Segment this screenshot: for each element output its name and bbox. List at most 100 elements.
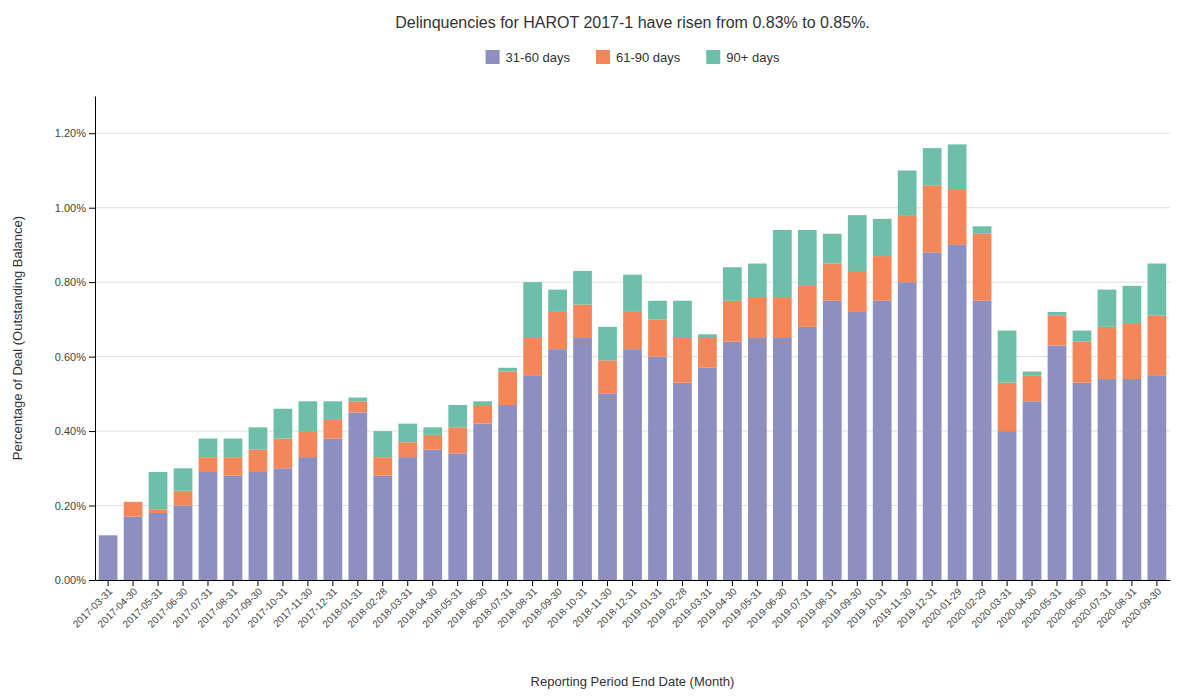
- bar: [1148, 264, 1167, 316]
- tick-mark: [1081, 580, 1082, 586]
- bar: [623, 349, 642, 580]
- tick: 0.60%: [55, 351, 95, 363]
- bar: [498, 368, 517, 372]
- bar: [124, 502, 143, 517]
- tick-mark: [1106, 580, 1107, 586]
- bar: [973, 234, 992, 301]
- bar: [998, 383, 1017, 431]
- bar: [773, 297, 792, 338]
- bar: [823, 234, 842, 264]
- bar: [1148, 316, 1167, 376]
- bar: [848, 312, 867, 580]
- bar: [548, 312, 567, 349]
- title: Delinquencies for HAROT 2017-1 have rise…: [395, 14, 870, 31]
- bar: [523, 338, 542, 375]
- bar: [498, 405, 517, 580]
- bar: [1048, 345, 1067, 580]
- legend-swatch: [596, 50, 610, 64]
- tick-mark: [907, 580, 908, 586]
- tick: 2020-09-30: [1119, 580, 1163, 630]
- tick-mark: [133, 580, 134, 586]
- bar: [648, 319, 667, 356]
- legend-swatch: [486, 50, 500, 64]
- tick-mark: [183, 580, 184, 586]
- bar: [723, 267, 742, 301]
- tick-mark: [707, 580, 708, 586]
- bar: [199, 457, 218, 472]
- bar: [798, 230, 817, 286]
- bar: [948, 144, 967, 189]
- bar: [948, 189, 967, 245]
- tick-mark: [1156, 580, 1157, 586]
- bar: [998, 331, 1017, 383]
- bar: [598, 327, 617, 361]
- bar: [423, 427, 442, 434]
- tick-mark: [257, 580, 258, 586]
- bar: [423, 450, 442, 580]
- tick-mark: [982, 580, 983, 586]
- bar: [673, 301, 692, 338]
- bar: [149, 513, 168, 580]
- bar: [473, 401, 492, 405]
- tick-mark: [89, 133, 95, 134]
- bar: [323, 420, 342, 439]
- bar: [1023, 372, 1042, 376]
- bar: [249, 450, 268, 472]
- bar: [1073, 342, 1092, 383]
- bar: [973, 301, 992, 580]
- tick-mark: [757, 580, 758, 586]
- tick-mark: [89, 431, 95, 432]
- bar-series: [99, 245, 1167, 580]
- bar: [948, 245, 967, 580]
- grid: [95, 133, 1170, 580]
- bar: [623, 275, 642, 312]
- bar: [224, 439, 243, 458]
- bar: [873, 219, 892, 256]
- bar: [124, 517, 143, 580]
- tick-mark: [1131, 580, 1132, 586]
- tick-mark: [557, 580, 558, 586]
- tick-mark: [457, 580, 458, 586]
- tick-mark: [832, 580, 833, 586]
- bar: [149, 509, 168, 513]
- tick-mark: [932, 580, 933, 586]
- bar: [174, 506, 193, 580]
- y-axis: 0.00%0.20%0.40%0.60%0.80%1.00%1.20%: [55, 97, 96, 587]
- bar: [548, 349, 567, 580]
- legend-label: 31-60 days: [506, 50, 571, 65]
- y-axis-title: Percentage of Deal (Outstanding Balance): [10, 216, 25, 460]
- bar: [174, 491, 193, 506]
- tick-label: 0.00%: [55, 574, 86, 586]
- grid-line: [95, 133, 1170, 134]
- bar: [373, 476, 392, 580]
- tick-label: 0.20%: [55, 500, 86, 512]
- chart: 2017-03-312017-04-302017-05-312017-06-30…: [0, 0, 1200, 700]
- legend-item: 31-60 days: [486, 50, 571, 65]
- tick-mark: [432, 580, 433, 586]
- tick: 0.40%: [55, 425, 95, 437]
- bar: [748, 338, 767, 580]
- bar: [773, 338, 792, 580]
- bar: [448, 405, 467, 427]
- bar: [274, 439, 293, 469]
- tick-label: 1.00%: [55, 202, 86, 214]
- bar: [99, 535, 118, 536]
- bar: [648, 357, 667, 580]
- tick-mark: [158, 580, 159, 586]
- bar: [598, 394, 617, 580]
- bar: [348, 401, 367, 412]
- bar: [523, 282, 542, 338]
- bar: [99, 535, 118, 536]
- tick-mark: [1032, 580, 1033, 586]
- bar: [1023, 401, 1042, 580]
- bar: [923, 252, 942, 580]
- bar: [1073, 331, 1092, 342]
- bar: [348, 412, 367, 580]
- bar: [673, 383, 692, 580]
- tick-mark: [357, 580, 358, 586]
- bar: [923, 148, 942, 185]
- tick: 0.80%: [55, 276, 95, 288]
- bar: [448, 427, 467, 453]
- bar: [723, 301, 742, 342]
- bar: [398, 424, 417, 443]
